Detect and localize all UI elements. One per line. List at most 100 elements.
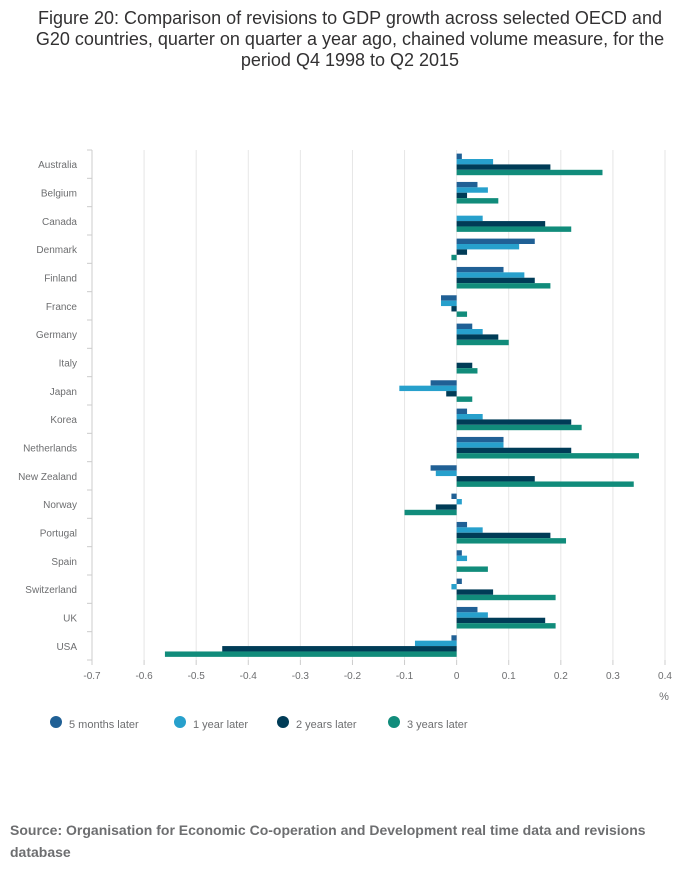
category-label: Finland [44, 274, 77, 285]
bar[interactable] [451, 584, 457, 590]
bar[interactable] [456, 594, 556, 601]
bar[interactable] [456, 550, 462, 556]
bar[interactable] [456, 221, 546, 227]
bar[interactable] [430, 465, 457, 471]
bar[interactable] [456, 164, 551, 170]
bar[interactable] [456, 442, 504, 448]
legend-marker [50, 716, 62, 728]
grid-lines [91, 150, 666, 660]
category-label: Norway [43, 500, 77, 511]
bar[interactable] [456, 266, 504, 273]
bar[interactable] [456, 311, 468, 317]
legend-item[interactable]: 3 years later [388, 716, 468, 731]
legend-marker [388, 716, 400, 728]
bar[interactable] [451, 493, 457, 499]
bar[interactable] [456, 606, 478, 613]
source-note: Source: Organisation for Economic Co-ope… [10, 822, 646, 860]
bar[interactable] [456, 436, 504, 443]
category-label: UK [63, 614, 77, 625]
bar[interactable] [456, 181, 478, 188]
bar[interactable] [435, 470, 457, 477]
bar-chart: -0.7 -0.6 -0.5 -0.4 -0.3 -0.2 -0.1 0 0.1 0.2 0.3 0.… [18, 149, 672, 731]
bar[interactable] [456, 272, 525, 278]
bar[interactable] [446, 391, 457, 397]
axes: -0.7 -0.6 -0.5 -0.4 -0.3 -0.2 -0.1 0 0.1 0.2 0.3 0.… [18, 149, 672, 703]
bar[interactable] [451, 306, 457, 312]
category-label: Australia [38, 160, 77, 171]
bar[interactable] [456, 447, 572, 454]
bar[interactable] [456, 578, 462, 584]
bar[interactable] [451, 254, 457, 261]
x-tick-label: 0.3 [606, 671, 620, 682]
x-tick-label: 0.1 [502, 671, 516, 682]
bar[interactable] [456, 499, 462, 505]
bar[interactable] [456, 192, 468, 199]
bar[interactable] [456, 198, 499, 204]
bar[interactable] [456, 538, 567, 544]
bar[interactable] [456, 612, 488, 618]
bars [164, 153, 639, 657]
bar[interactable] [456, 414, 483, 420]
bar[interactable] [456, 334, 499, 340]
category-label: Belgium [41, 189, 77, 200]
x-tick-label: 0 [454, 671, 460, 682]
legend-item[interactable]: 1 year later [174, 716, 248, 731]
bar[interactable] [456, 244, 520, 250]
bar[interactable] [456, 453, 639, 459]
bar[interactable] [456, 396, 473, 402]
bar[interactable] [456, 424, 582, 431]
bar[interactable] [456, 527, 483, 533]
bar[interactable] [441, 295, 457, 301]
bar[interactable] [435, 504, 457, 510]
legend-label: 3 years later [407, 719, 468, 731]
x-axis-label: % [659, 691, 669, 703]
bar[interactable] [456, 329, 483, 335]
bar[interactable] [456, 226, 572, 232]
category-label: Portugal [40, 529, 77, 540]
bar[interactable] [456, 521, 468, 528]
bar[interactable] [430, 380, 457, 386]
legend-item[interactable]: 5 months later [50, 716, 139, 731]
category-label: Switzerland [25, 585, 77, 596]
bar[interactable] [456, 362, 473, 369]
bar[interactable] [456, 249, 468, 255]
bar[interactable] [456, 323, 473, 329]
legend-marker [174, 716, 186, 728]
bar[interactable] [456, 368, 478, 374]
bar[interactable] [456, 283, 551, 289]
bar[interactable] [414, 640, 457, 647]
bar[interactable] [456, 159, 494, 165]
bar[interactable] [456, 555, 468, 562]
bar[interactable] [456, 566, 488, 572]
bar[interactable] [456, 623, 556, 629]
x-tick-label: -0.6 [135, 671, 153, 682]
bar[interactable] [456, 481, 634, 487]
bar[interactable] [164, 651, 457, 657]
bar[interactable] [456, 215, 483, 222]
bar[interactable] [451, 635, 457, 641]
legend-item[interactable]: 2 years later [277, 716, 357, 731]
bar[interactable] [441, 300, 457, 307]
category-label: Germany [36, 330, 77, 341]
bar[interactable] [399, 385, 457, 392]
bar[interactable] [456, 617, 546, 624]
category-label: Denmark [36, 245, 78, 256]
bar[interactable] [456, 476, 535, 482]
category-label: Japan [50, 387, 77, 398]
bar[interactable] [456, 277, 535, 284]
legend-marker [277, 716, 289, 728]
bar[interactable] [456, 339, 509, 346]
bar[interactable] [456, 589, 494, 595]
bar[interactable] [456, 238, 535, 244]
bar[interactable] [222, 646, 457, 652]
bar[interactable] [456, 419, 572, 425]
legend-label: 2 years later [296, 719, 357, 731]
bar[interactable] [456, 408, 468, 414]
bar[interactable] [456, 153, 462, 159]
bar[interactable] [456, 169, 603, 176]
legend-label: 5 months later [69, 719, 139, 731]
bar[interactable] [456, 187, 488, 193]
x-tick-label: 0.2 [554, 671, 568, 682]
bar[interactable] [404, 509, 457, 516]
bar[interactable] [456, 532, 551, 539]
